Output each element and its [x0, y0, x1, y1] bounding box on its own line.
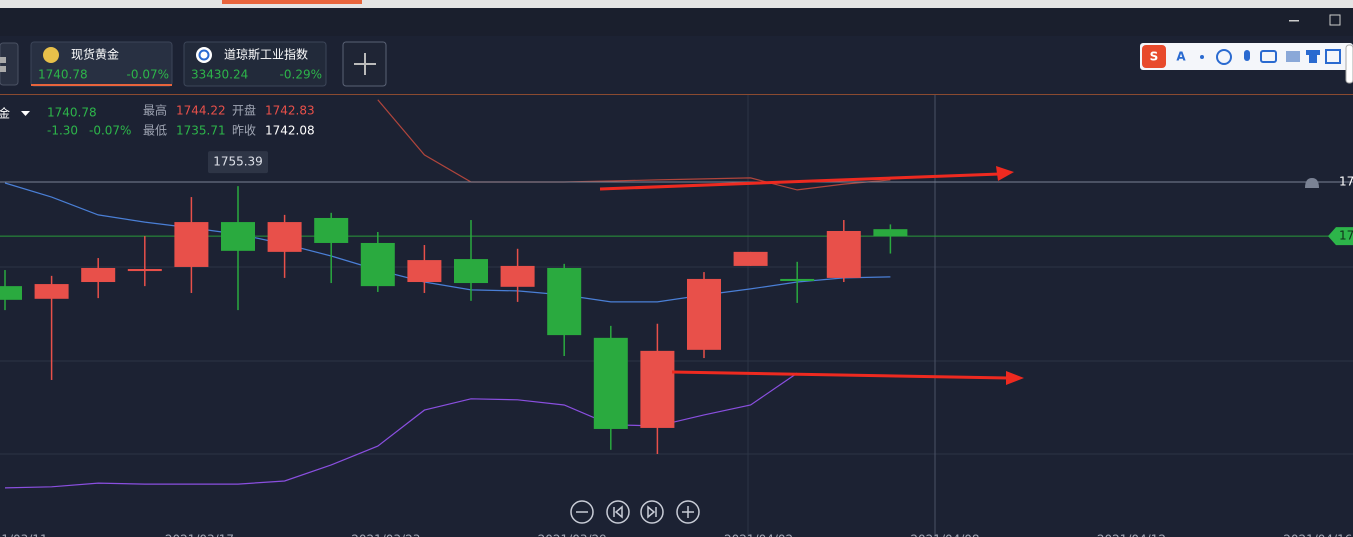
- plus-icon: [354, 53, 376, 75]
- candle-body: [407, 260, 442, 283]
- candle-body: [454, 259, 488, 284]
- ime-icon[interactable]: [1286, 51, 1300, 62]
- tab-name: 现货黄金: [71, 47, 119, 62]
- tab-name: 道琼斯工业指数: [224, 47, 308, 62]
- candle-body: [174, 222, 209, 267]
- x-tick-label: 2021/03/11: [0, 533, 48, 537]
- candle-body: [826, 230, 861, 278]
- zoom-out-button[interactable]: [570, 500, 594, 524]
- x-tick-label: 2021/04/08: [910, 533, 979, 537]
- ime-icon[interactable]: [1260, 50, 1277, 63]
- maximize-button[interactable]: [1329, 14, 1341, 26]
- candle-body: [780, 278, 815, 281]
- candle-body: [267, 222, 302, 252]
- top-strip: [0, 0, 1353, 8]
- low: 1735.71: [176, 124, 226, 138]
- change: -1.30: [47, 124, 78, 138]
- indicator-line: [4, 182, 891, 303]
- icon: [613, 505, 623, 519]
- side-toggle[interactable]: [0, 42, 19, 86]
- ime-icon[interactable]: [1306, 50, 1320, 63]
- ime-icon[interactable]: [1244, 50, 1250, 61]
- tab-price: 33430.24: [191, 68, 248, 82]
- tab-active-line: [31, 84, 172, 86]
- high-label-bg: [208, 151, 268, 174]
- ime-logo[interactable]: S: [1150, 50, 1159, 64]
- active-window-tab[interactable]: [222, 0, 362, 4]
- last-button[interactable]: [640, 500, 664, 524]
- candle-body: [687, 278, 721, 350]
- symbol-name[interactable]: 金: [0, 106, 10, 121]
- label: 最低: [143, 124, 167, 138]
- arrowhead: [996, 166, 1014, 181]
- open: 1742.83: [265, 104, 315, 118]
- icon: [647, 505, 657, 519]
- quote-tab[interactable]: [183, 41, 327, 87]
- annotation-arrow: [599, 172, 1001, 191]
- candle-body: [314, 217, 349, 243]
- scroll-edge: [1345, 44, 1353, 84]
- title-bar: [0, 8, 1353, 36]
- x-tick-label: 2021/04/16: [1283, 533, 1352, 537]
- dropdown-caret[interactable]: [21, 111, 30, 116]
- ime-logo-bg[interactable]: [1142, 45, 1166, 68]
- tab-change: -0.07%: [127, 68, 169, 82]
- arrowhead: [1006, 371, 1024, 385]
- x-tick-label: 2021/03/29: [538, 533, 607, 537]
- x-tick-label: 2021/03/17: [165, 533, 234, 537]
- label: 昨收: [232, 124, 256, 138]
- tab-icon: [43, 47, 59, 63]
- x-tick-label: 2021/04/02: [724, 533, 793, 537]
- tab-price: 1740.78: [38, 68, 88, 82]
- ime-icon[interactable]: [1200, 55, 1204, 59]
- candle-body: [127, 269, 162, 272]
- grid: [0, 95, 1353, 537]
- indicator-line: [377, 99, 891, 191]
- last-price: 1740.78: [47, 106, 97, 120]
- icon: [682, 506, 694, 518]
- ime-icon[interactable]: [1325, 49, 1341, 64]
- tab-change: -0.29%: [280, 68, 322, 82]
- candle-body: [593, 337, 628, 429]
- high-label: 1755.39: [213, 155, 263, 169]
- candle-body: [873, 229, 908, 237]
- change-pct: -0.07%: [89, 124, 131, 138]
- candle-body: [733, 251, 768, 266]
- prev-close: 1742.08: [265, 124, 315, 138]
- alert-bell[interactable]: [1305, 178, 1319, 188]
- tab-icon: [198, 49, 210, 61]
- plot: 17 17 1755.39 2021/03/11 2021/03/17 2021/03/2…: [0, 99, 1353, 537]
- price-tag-bg: [1328, 227, 1353, 246]
- zoom-controls: [570, 500, 700, 524]
- tab-icon: [196, 47, 212, 63]
- price-tag: 17: [1339, 175, 1353, 189]
- candle-body: [0, 286, 22, 300]
- annotation-arrow: [671, 370, 1009, 380]
- zoom-in-button[interactable]: [676, 500, 700, 524]
- price-tag: 17: [1339, 229, 1353, 243]
- candle-body: [34, 284, 69, 299]
- ime-icon[interactable]: [1216, 49, 1232, 65]
- label: 开盘: [232, 103, 256, 118]
- candle-body: [547, 267, 582, 336]
- first-button[interactable]: [606, 500, 630, 524]
- divider: [0, 94, 1353, 95]
- candle-body: [640, 350, 675, 428]
- label: 最高: [143, 103, 167, 118]
- candle-body: [81, 267, 116, 283]
- x-tick-label: 2021/04/12: [1097, 533, 1166, 537]
- ime-mode[interactable]: A: [1176, 50, 1186, 64]
- x-tick-label: 2021/03/23: [351, 533, 420, 537]
- candle-body: [360, 242, 395, 287]
- candle-body: [221, 222, 255, 251]
- candle-body: [500, 265, 535, 287]
- icon: [0, 57, 6, 63]
- minimize-button[interactable]: [1289, 20, 1299, 22]
- high: 1744.22: [176, 104, 226, 118]
- icon: [0, 66, 6, 72]
